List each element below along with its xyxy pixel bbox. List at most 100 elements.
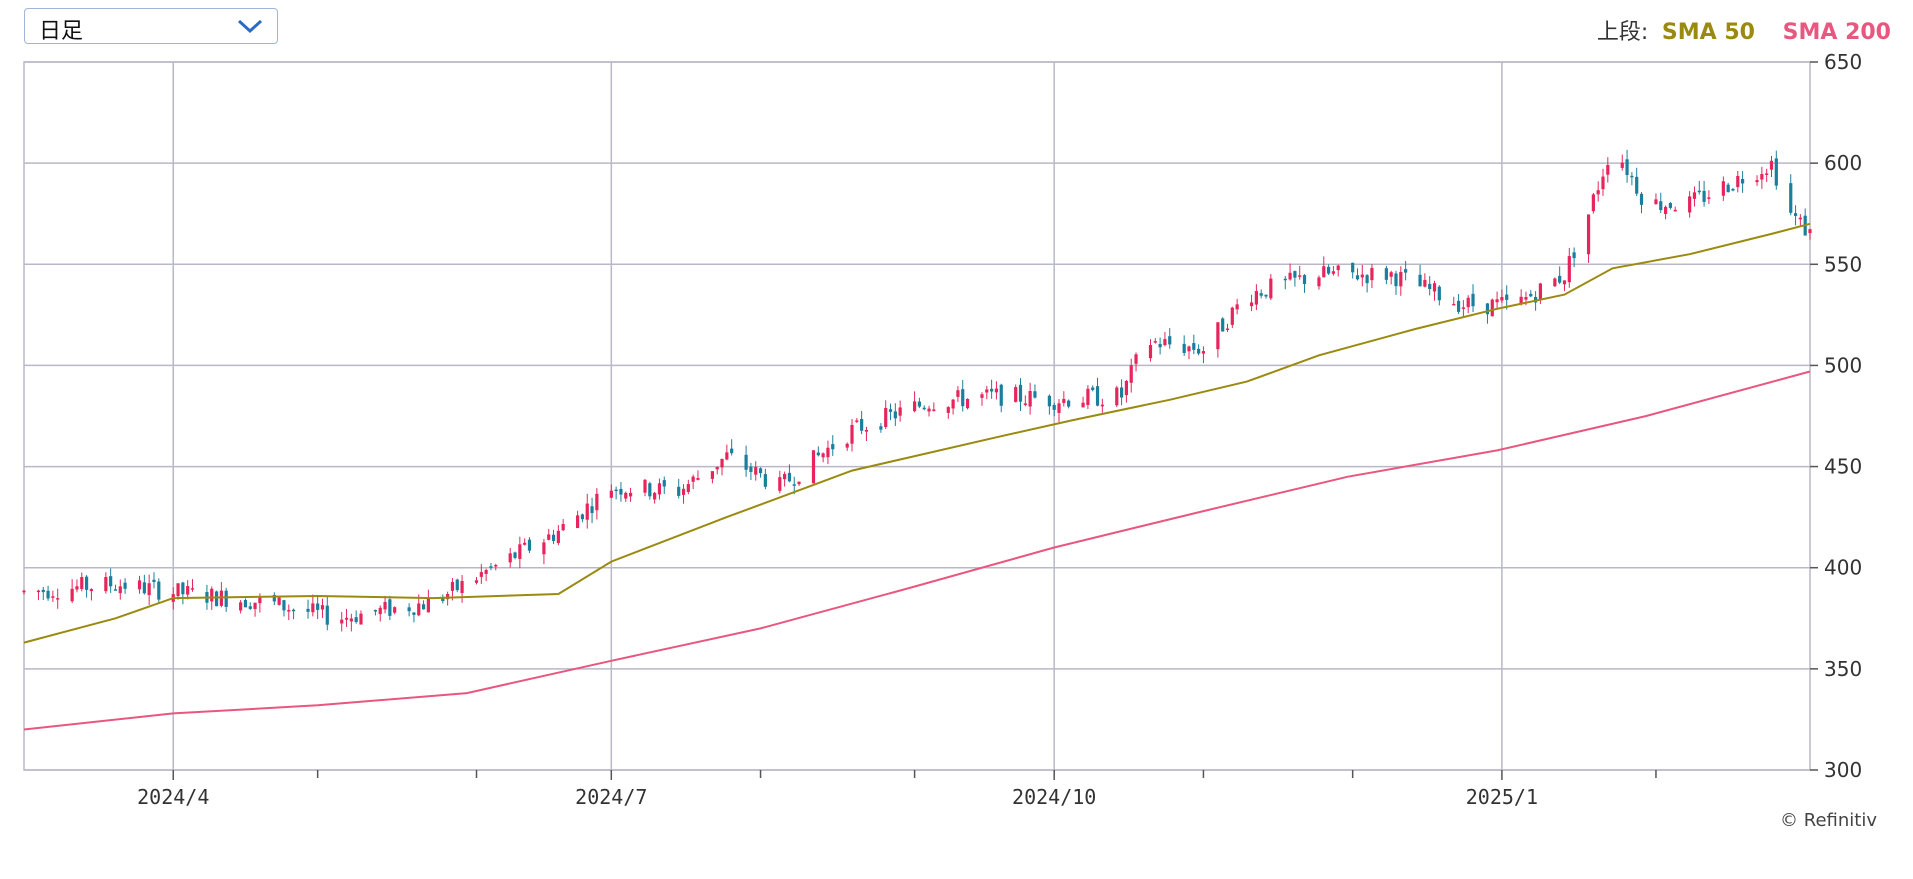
candle-body	[142, 582, 146, 594]
candle-body	[1485, 303, 1490, 315]
candle-body	[1264, 294, 1268, 297]
candle-body	[551, 534, 556, 541]
candle-body	[1630, 175, 1634, 178]
candle-body	[1808, 229, 1812, 234]
candle-body	[243, 600, 248, 608]
candle-body	[181, 582, 185, 595]
candle-body	[104, 576, 108, 592]
period-select[interactable]: 日足	[24, 8, 278, 44]
candle-body	[1336, 265, 1340, 271]
candle-body	[186, 586, 190, 595]
candle-body	[1047, 395, 1051, 407]
candle-body	[152, 579, 156, 583]
candle-body	[1062, 398, 1066, 403]
candle-body	[176, 583, 180, 597]
candle-body	[1567, 256, 1571, 283]
candle-body	[508, 553, 512, 563]
candle-body	[1288, 272, 1292, 280]
candle-body	[1158, 344, 1162, 348]
candle-body	[340, 619, 344, 624]
candle-body	[1283, 278, 1287, 281]
candle-body	[1793, 213, 1798, 216]
x-tick-label: 2024/7	[575, 785, 647, 809]
candle-body	[22, 590, 26, 593]
candle-body	[412, 612, 416, 615]
candle-body	[556, 530, 560, 544]
candle-body	[1302, 275, 1307, 285]
candle-body	[1774, 158, 1778, 186]
candle-body	[648, 483, 652, 497]
candle-body	[1731, 188, 1735, 191]
candle-body	[696, 478, 700, 480]
candle-body	[1591, 194, 1595, 212]
candle-body	[1399, 271, 1403, 287]
chevron-down-icon	[237, 19, 263, 34]
candle-body	[455, 579, 459, 591]
candle-body	[190, 588, 195, 590]
candle-body	[527, 539, 532, 551]
x-tick-label: 2024/10	[1012, 785, 1096, 809]
candle-body	[1519, 296, 1523, 304]
candle-body	[518, 544, 522, 559]
candle-body	[725, 452, 729, 460]
candle-body	[831, 444, 835, 450]
candle-body	[860, 419, 864, 431]
candle-body	[1697, 190, 1701, 193]
candle-body	[1692, 192, 1697, 199]
candle-body	[1187, 346, 1191, 352]
candle-body	[1654, 199, 1658, 205]
candle-body	[109, 576, 113, 587]
candle-body	[1322, 266, 1326, 278]
candle-body	[344, 617, 349, 620]
candle-body	[1673, 209, 1677, 212]
candle-body	[383, 601, 387, 610]
candle-body	[898, 407, 902, 416]
candle-body	[1789, 183, 1793, 213]
candle-body	[758, 468, 763, 474]
candle-body	[912, 401, 917, 412]
candle-body	[1086, 388, 1090, 405]
legend-sma50: SMA 50	[1661, 20, 1755, 45]
candle-body	[686, 484, 690, 492]
candle-body	[311, 603, 315, 613]
candle-body	[845, 443, 849, 448]
candle-body	[888, 409, 893, 412]
candle-body	[450, 582, 455, 591]
candle-body	[783, 473, 787, 480]
candle-body	[291, 609, 296, 612]
candle-body	[1153, 341, 1157, 343]
candle-body	[787, 472, 792, 482]
candle-body	[137, 580, 142, 590]
candle-body	[36, 590, 41, 593]
candle-body	[744, 454, 748, 470]
candle-body	[474, 580, 479, 583]
candle-body	[253, 602, 257, 610]
candle-body	[609, 490, 613, 498]
candle-body	[1668, 203, 1672, 208]
candle-body	[1606, 164, 1610, 175]
candle-body	[46, 590, 50, 599]
candle-body	[446, 593, 450, 600]
candle-body	[965, 398, 970, 409]
candle-body	[484, 570, 488, 574]
candle-body	[1014, 387, 1018, 402]
candle-body	[373, 609, 378, 612]
candle-body	[89, 589, 93, 592]
candle-body	[1688, 196, 1692, 213]
candle-body	[1326, 266, 1331, 274]
candle-body	[393, 607, 397, 613]
candle-body	[210, 588, 214, 602]
candle-body	[1355, 275, 1360, 280]
candle-body	[1018, 384, 1023, 402]
candle-body	[1625, 159, 1629, 176]
candle-body	[1505, 294, 1509, 300]
candle-body	[1225, 328, 1230, 331]
candle-body	[359, 613, 363, 625]
candle-body	[1052, 404, 1056, 410]
candle-body	[1553, 278, 1557, 287]
y-tick-label: 550	[1824, 252, 1862, 276]
plot-area	[23, 61, 1811, 771]
candle-body	[1235, 304, 1239, 310]
candle-body	[214, 591, 219, 607]
candle-body	[1404, 269, 1408, 273]
